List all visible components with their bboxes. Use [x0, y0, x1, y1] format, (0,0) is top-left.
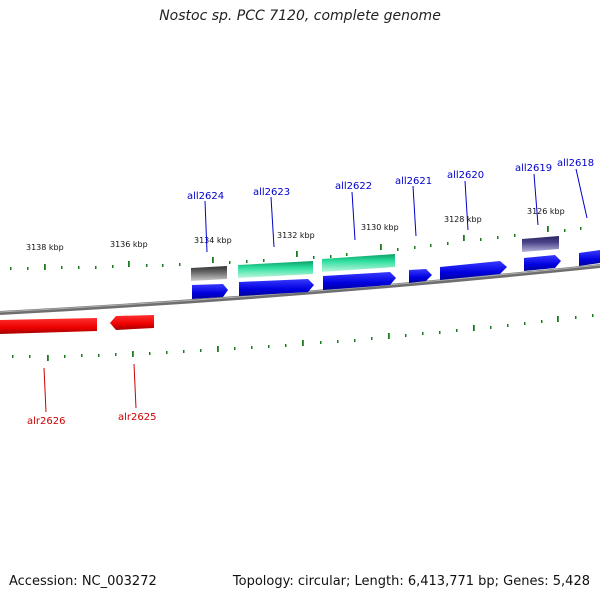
gene-arrow-all2622[interactable]: [323, 272, 396, 290]
tick-label-3136: 3136 kbp: [110, 240, 148, 249]
gene-arrow-all2624[interactable]: [192, 284, 228, 299]
tick-row-bottom: [12, 314, 594, 361]
gene-label-all2623[interactable]: all2623: [253, 187, 290, 198]
genome-backbone: [0, 264, 600, 315]
gene-label-alr2625[interactable]: alr2625: [118, 412, 156, 423]
accession-text: Accession: NC_003272: [9, 574, 157, 589]
feature-row-upper: [191, 236, 559, 281]
tick-label-3134: 3134 kbp: [194, 236, 232, 245]
tick-label-3130: 3130 kbp: [361, 223, 399, 232]
forward-genes: [192, 250, 600, 299]
gene-label-all2619[interactable]: all2619: [515, 163, 552, 174]
tick-row-top: [10, 226, 582, 270]
label-leaders-top: [204, 168, 588, 253]
gene-label-all2622[interactable]: all2622: [335, 181, 372, 192]
gene-label-all2620[interactable]: all2620: [447, 170, 484, 181]
feature-purple-box[interactable]: [522, 236, 559, 252]
gene-arrow-all2619[interactable]: [524, 255, 561, 271]
gene-arrow-all2621[interactable]: [409, 269, 432, 283]
tick-label-3126: 3126 kbp: [527, 207, 565, 216]
gene-label-all2618[interactable]: all2618: [557, 158, 594, 169]
feature-green-box-2[interactable]: [322, 254, 395, 272]
feature-gray-box[interactable]: [191, 266, 227, 281]
gene-arrow-alr2625[interactable]: [110, 315, 154, 330]
reverse-genes: [0, 315, 154, 334]
genome-stats-text: Topology: circular; Length: 6,413,771 bp…: [232, 574, 590, 589]
label-leaders-bottom: [43, 363, 137, 413]
tick-label-3138: 3138 kbp: [26, 243, 64, 252]
gene-arrow-all2623[interactable]: [239, 279, 314, 296]
tick-label-3132: 3132 kbp: [277, 231, 315, 240]
page-title: Nostoc sp. PCC 7120, complete genome: [159, 8, 441, 24]
tick-label-3128: 3128 kbp: [444, 215, 482, 224]
gene-label-all2624[interactable]: all2624: [187, 191, 224, 202]
gene-label-all2621[interactable]: all2621: [395, 176, 432, 187]
gene-label-alr2626[interactable]: alr2626: [27, 416, 65, 427]
feature-green-box-1[interactable]: [238, 261, 313, 278]
gene-arrow-all2618[interactable]: [579, 250, 600, 266]
gene-arrow-all2620[interactable]: [440, 261, 507, 280]
gene-arrow-alr2626[interactable]: [0, 318, 97, 334]
